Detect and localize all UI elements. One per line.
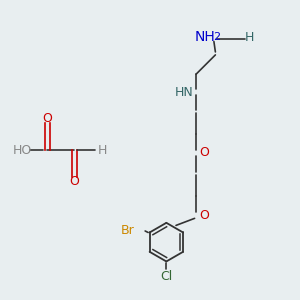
Text: H: H [245,31,254,44]
Text: O: O [43,112,52,125]
Text: NH: NH [195,30,215,44]
Text: HN: HN [174,85,193,98]
Text: H: H [98,143,107,157]
Text: O: O [69,175,79,188]
Text: HO: HO [13,143,32,157]
Text: O: O [200,146,209,160]
Text: O: O [200,209,209,222]
Text: Br: Br [121,224,135,238]
Text: Cl: Cl [160,270,172,283]
Text: 2: 2 [213,32,220,42]
